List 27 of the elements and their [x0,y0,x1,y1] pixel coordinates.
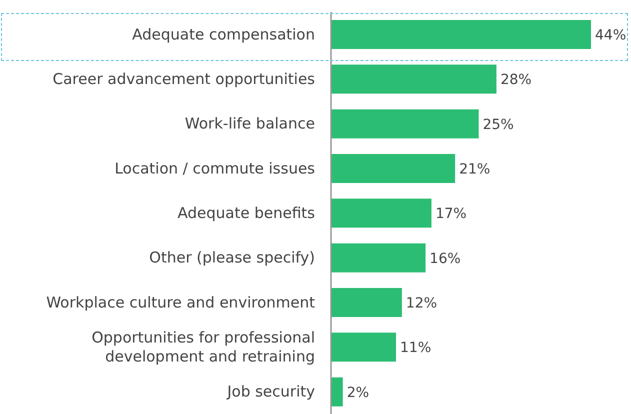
bar [331,64,496,94]
bar [331,154,456,183]
y-tick-label: Location / commute issues [114,159,316,178]
data-label: 12% [406,295,438,312]
bar [331,243,426,272]
y-tick-label: Opportunities for professional development and retraining [92,328,315,366]
data-label: 16% [430,250,461,267]
bar [331,377,343,406]
data-label: 21% [459,161,490,178]
data-label: 2% [346,384,370,401]
bar [331,109,479,138]
y-tick-label: Work-life balance [184,114,315,133]
data-label: 44% [595,27,626,44]
data-label: 17% [435,206,467,222]
y-tick-label: Career advancement opportunities [52,70,316,88]
y-tick-label: Other (please specify) [149,248,315,267]
bar [331,20,591,49]
bar [331,288,402,317]
y-tick-label: Adequate benefits [178,204,316,222]
data-label: 25% [482,116,514,133]
data-label: 28% [500,72,532,88]
y-tick-label: Adequate compensation [132,25,315,44]
bar [331,332,396,362]
data-label: 11% [400,340,432,356]
bar [331,198,432,228]
y-tick-label: Job security [226,382,316,401]
y-tick-label: Workplace culture and environment [46,293,316,312]
